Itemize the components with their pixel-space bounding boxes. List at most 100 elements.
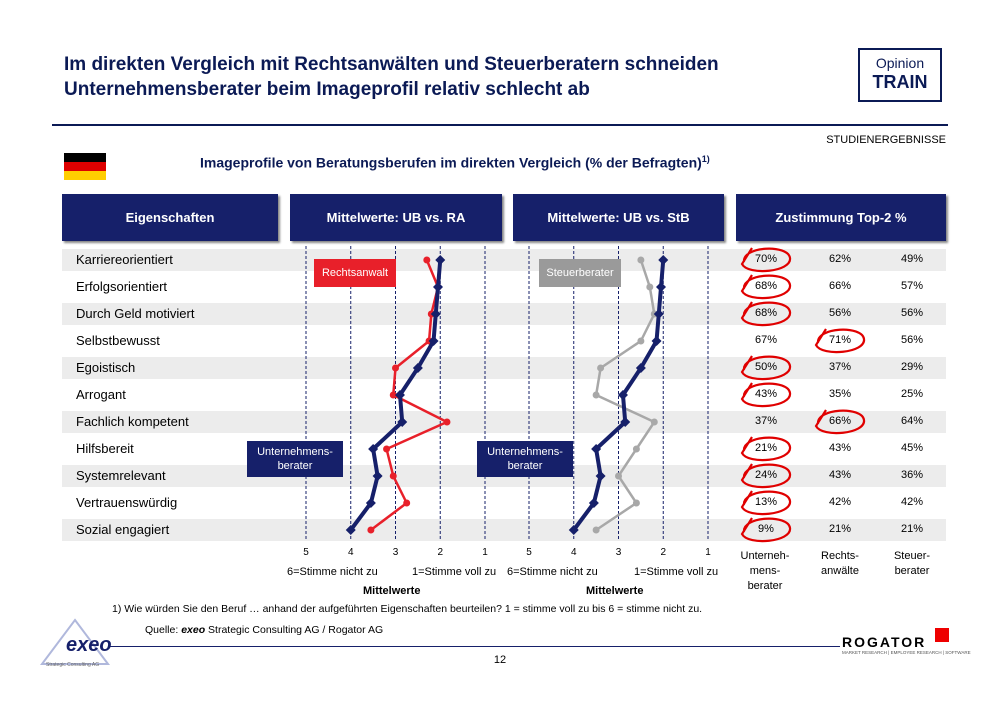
highlight-circle [740,490,792,516]
data-point [383,445,391,453]
data-point [632,499,640,507]
data-point [365,498,376,508]
table-cell: 49% [900,253,924,265]
data-point [428,336,439,346]
table-cell: 43% [828,469,852,481]
table-cell: 37% [754,415,778,427]
data-point [595,471,606,481]
data-point [620,417,631,427]
table-cell: 21% [900,523,924,535]
table-cell: 43% [828,442,852,454]
data-point [656,282,667,292]
row-label: Durch Geld motiviert [76,306,195,321]
exeo-logo-triangle-icon [40,618,110,665]
data-point [433,282,444,292]
data-point [568,525,579,535]
table-cell: 71% [828,334,852,346]
table-cell: 50% [754,361,778,373]
data-point [435,255,446,265]
data-point [615,472,622,480]
rogator-logo-square-icon [935,628,949,642]
data-point [650,418,658,426]
data-point [423,256,431,264]
highlight-circle [740,517,792,543]
table-cell: 56% [828,307,852,319]
data-point [632,445,640,453]
data-point [397,417,408,427]
table-cell: 35% [828,388,852,400]
callout-steuerberater: Steuerberater [539,259,621,287]
data-point [392,364,399,372]
callout-rechtsanwalt: Rechtsanwalt [314,259,396,287]
data-point [403,499,411,507]
row-label: Vertrauenswürdig [76,495,178,510]
axis-tick-label: 2 [660,547,667,558]
data-point [653,309,664,319]
footer-divider [110,646,840,647]
row-label: Karriereorientiert [76,252,173,267]
chart-subtitle: Imageprofile von Beratungsberufen im dir… [200,154,710,171]
axis-tick-label: 4 [347,547,354,558]
rogator-logo: ROGATOR [842,634,927,650]
table-cell: 66% [828,280,852,292]
table-cell: 42% [900,496,924,508]
row-label: Systemrelevant [76,468,166,483]
table-cell: 57% [900,280,924,292]
table-cell: 70% [754,253,778,265]
data-point [617,390,628,400]
table-cell: 43% [754,388,778,400]
data-point [367,526,375,534]
axis-tick-label: 3 [615,547,622,558]
axis-tick-label: 5 [303,547,309,558]
row-band [62,357,946,379]
opinion-train-logo: Opinion TRAIN [858,48,942,102]
table-cell: 42% [828,496,852,508]
axis-tick-label: 4 [570,547,577,558]
table-cell: 68% [754,307,778,319]
page-number: 12 [493,654,507,666]
table-cell: 67% [754,334,778,346]
axis-tick-label: 1 [705,547,711,558]
table-cell: 9% [758,523,774,535]
highlight-circle [740,247,792,273]
data-point [389,472,397,480]
table-cell: 66% [828,415,852,427]
data-point [412,363,423,373]
callout-ub-right: Unternehmens-berater [477,441,573,477]
row-band [62,519,946,541]
footnote: 1) Wie würden Sie den Beruf … anhand der… [112,603,703,615]
data-point [592,391,600,399]
axis-cap-right-ra: 1=Stimme voll zu [412,566,497,578]
table-cell: 13% [754,496,778,508]
source-line: Quelle: exeo Strategic Consulting AG / R… [145,624,384,636]
data-point [592,526,600,534]
table-cell: 37% [828,361,852,373]
table-cell: 68% [754,280,778,292]
highlight-circle [814,409,866,435]
callout-ub-left: Unternehmens-berater [247,441,343,477]
data-point [658,255,669,265]
row-band [62,249,946,271]
data-point [588,498,599,508]
highlight-circle [740,463,792,489]
data-point [637,256,645,264]
header-divider [52,124,948,126]
highlight-circle [740,382,792,408]
data-point [591,444,602,454]
table-cell: 21% [828,523,852,535]
data-point [637,337,645,345]
germany-flag-icon [64,153,106,180]
axis-title-ra: Mittelwerte [363,585,421,597]
table-cell: 36% [900,469,924,481]
row-label: Egoistisch [76,360,136,375]
highlight-circle [814,328,866,354]
rogator-logo-sub: MARKET RESEARCH | EMPLOYEE RESEARCH | SO… [842,650,971,655]
row-band [62,411,946,433]
data-point [646,283,654,291]
exeo-logo: exeo [66,634,112,656]
row-label: Selbstbewusst [76,333,160,348]
table-cell: 45% [900,442,924,454]
table-cell: 56% [900,334,924,346]
section-label: STUDIENERGEBNISSE [826,134,946,146]
row-label: Erfolgsorientiert [76,279,168,294]
